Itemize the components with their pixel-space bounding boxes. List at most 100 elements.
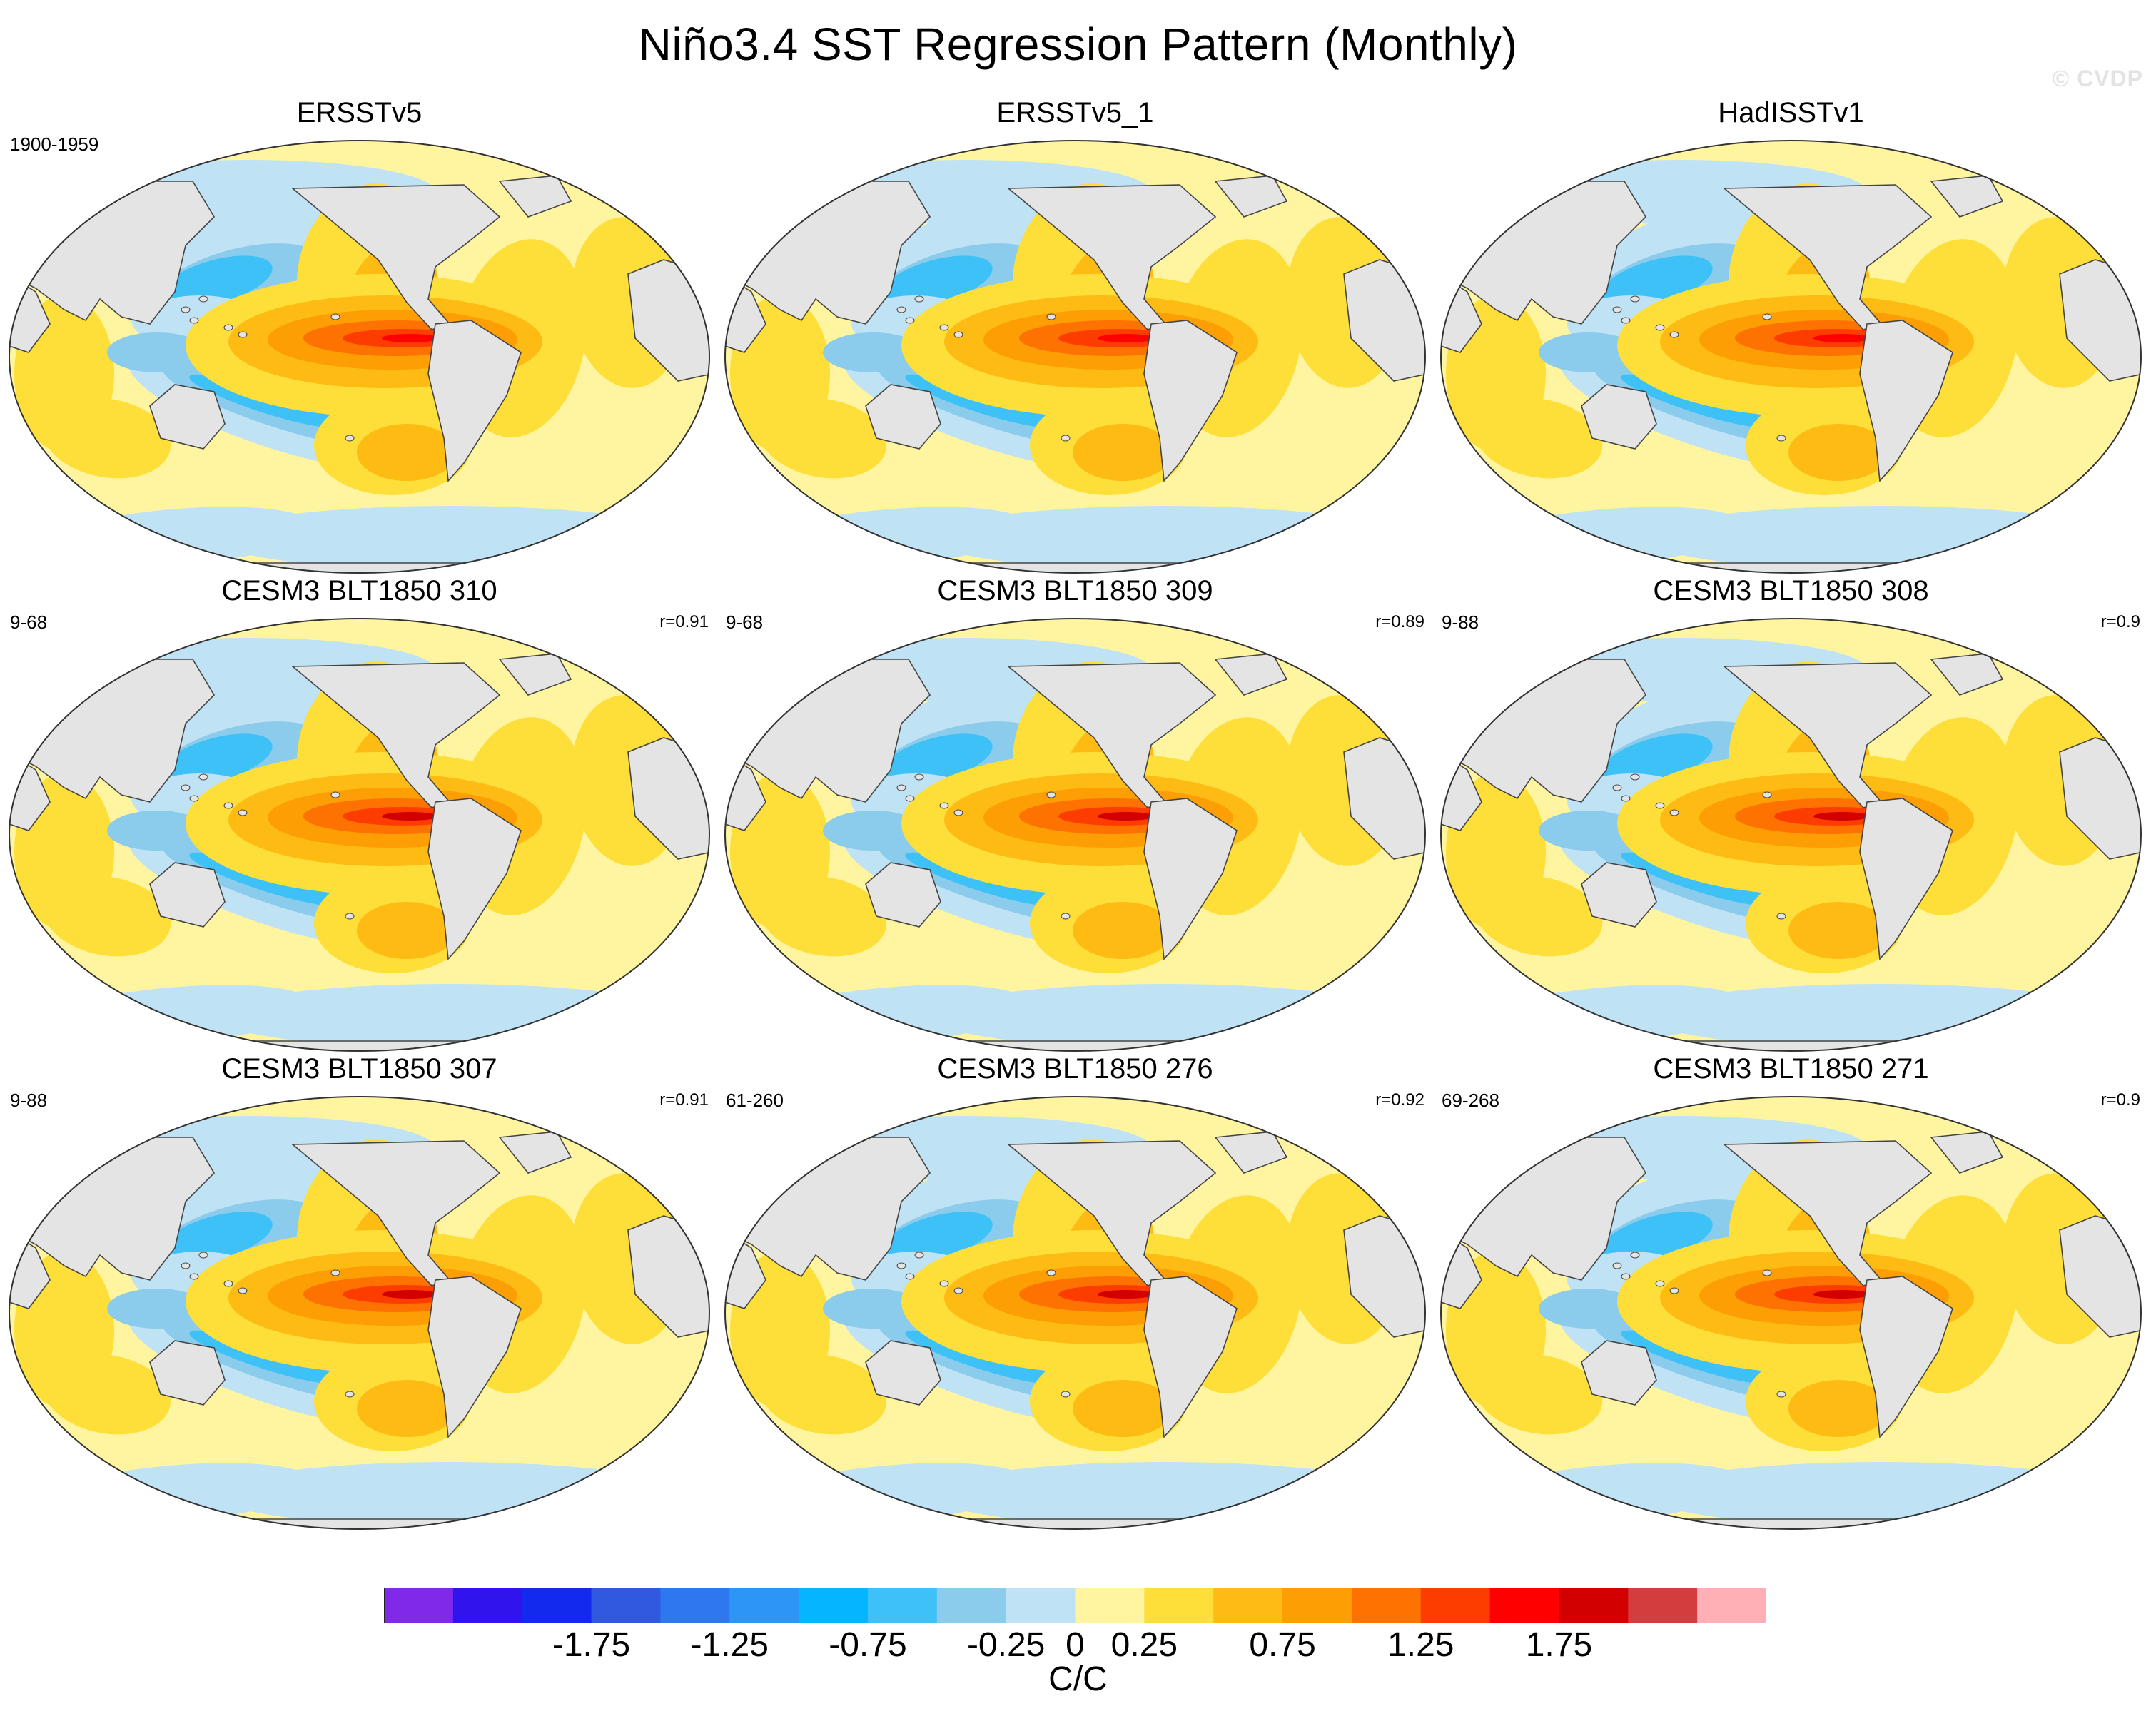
island bbox=[1655, 1280, 1665, 1287]
africa-east-land bbox=[1343, 1215, 1425, 1338]
africa-east-land bbox=[1343, 259, 1425, 382]
maritime-cold bbox=[107, 811, 207, 851]
colorbar-swatch bbox=[1420, 1588, 1491, 1623]
north-america-land bbox=[1006, 662, 1217, 808]
robinson-map bbox=[9, 618, 710, 1052]
south-america-land bbox=[1143, 798, 1238, 960]
island bbox=[345, 435, 355, 442]
panel-title: CESM3 BLT1850 310 bbox=[221, 575, 497, 606]
colorbar-labels: -1.75 -1.25 -0.75 -0.25 0 0.25 0.75 1.25 1.75 bbox=[0, 1625, 2156, 1668]
colorbar-frame bbox=[384, 1588, 1766, 1623]
colorbar bbox=[384, 1588, 1766, 1623]
island bbox=[1762, 313, 1772, 320]
island bbox=[345, 1391, 355, 1398]
south-pacific-warm-core bbox=[1073, 902, 1173, 959]
island bbox=[238, 1287, 248, 1294]
cvdp-watermark: © CVDP bbox=[2052, 66, 2143, 91]
robinson-map bbox=[1440, 618, 2142, 1052]
nino-core bbox=[1813, 1290, 1871, 1299]
south-pacific-warm-core bbox=[357, 424, 457, 481]
maritime-cold bbox=[823, 1289, 923, 1329]
australia-land bbox=[865, 862, 941, 928]
australia-land bbox=[149, 384, 226, 450]
island bbox=[953, 809, 963, 816]
island bbox=[914, 295, 924, 303]
map-panel: CESM3 BLT1850 307 9-88 r=0.91 bbox=[0, 1043, 719, 1535]
north-pacific-cold-core bbox=[161, 255, 273, 307]
greenland-land bbox=[1930, 175, 2004, 218]
island bbox=[238, 331, 248, 338]
colorbar-swatch bbox=[799, 1588, 869, 1623]
island bbox=[896, 784, 906, 791]
greenland-land bbox=[498, 1131, 572, 1174]
colorbar-tick-label: 0 bbox=[1066, 1626, 1085, 1664]
panel-title: HadISSTv1 bbox=[1718, 97, 1864, 128]
pattern-correlation: r=0.91 bbox=[659, 1090, 709, 1110]
island bbox=[939, 802, 949, 809]
nino-core bbox=[1098, 1290, 1155, 1299]
colorbar-swatch bbox=[729, 1588, 799, 1623]
sst-field bbox=[9, 1097, 709, 1529]
north-america-land bbox=[1006, 1140, 1217, 1286]
island bbox=[1630, 773, 1640, 781]
colorbar-swatch bbox=[936, 1588, 1007, 1623]
globe-outline bbox=[1440, 140, 2142, 574]
island bbox=[1776, 435, 1786, 442]
australia-land bbox=[1581, 862, 1657, 928]
island bbox=[189, 317, 199, 324]
maritime-cold bbox=[823, 332, 923, 372]
nino-core bbox=[1098, 812, 1155, 821]
sst-field bbox=[1441, 619, 2141, 1051]
panel-title: CESM3 BLT1850 276 bbox=[937, 1053, 1213, 1085]
map-panel: CESM3 BLT1850 309 9-68 r=0.89 bbox=[716, 565, 1434, 1057]
panel-period: 9-88 bbox=[10, 1090, 48, 1111]
colorbar-tick-label: 0.75 bbox=[1249, 1626, 1316, 1664]
indian-south-warm bbox=[43, 875, 171, 957]
island bbox=[1669, 1287, 1679, 1294]
greenland-land bbox=[1214, 175, 1288, 218]
island bbox=[189, 1273, 199, 1280]
island bbox=[1046, 1269, 1056, 1276]
indian-south-warm bbox=[759, 397, 887, 479]
maritime-cold bbox=[1539, 332, 1639, 372]
map-panel: HadISSTv1 bbox=[1432, 87, 2150, 579]
island bbox=[1621, 795, 1631, 802]
globe-outline bbox=[724, 140, 1426, 574]
island bbox=[1061, 435, 1071, 442]
north-america-land bbox=[290, 1140, 501, 1286]
island bbox=[1776, 1391, 1786, 1398]
south-pacific-warm-core bbox=[1073, 424, 1173, 481]
panel-period: 9-68 bbox=[726, 611, 764, 633]
colorbar-tick-label: -0.75 bbox=[829, 1626, 907, 1664]
sst-field bbox=[725, 619, 1425, 1051]
island bbox=[1762, 791, 1772, 798]
pattern-correlation: r=0.91 bbox=[659, 612, 709, 631]
pattern-correlation: r=0.9 bbox=[2100, 612, 2140, 631]
island bbox=[914, 773, 924, 781]
sst-field bbox=[1441, 1097, 2141, 1529]
island bbox=[1046, 791, 1056, 798]
island bbox=[198, 295, 208, 303]
island bbox=[1061, 913, 1071, 920]
panel-period: 61-260 bbox=[726, 1090, 784, 1111]
island bbox=[1669, 331, 1679, 338]
sst-field bbox=[1441, 141, 2141, 573]
south-pacific-warm-core bbox=[1788, 902, 1888, 959]
south-america-land bbox=[1859, 1276, 1953, 1438]
colorbar-swatch bbox=[452, 1588, 523, 1623]
globe-outline bbox=[9, 140, 710, 574]
map-panel: CESM3 BLT1850 276 61-260 r=0.92 bbox=[716, 1043, 1434, 1535]
island bbox=[330, 791, 340, 798]
indian-south-warm bbox=[1474, 397, 1603, 479]
globe-outline bbox=[1440, 1096, 2142, 1530]
south-pacific-warm-core bbox=[357, 1380, 457, 1437]
africa-east-land bbox=[2059, 259, 2141, 382]
island bbox=[1061, 1391, 1071, 1398]
globe-outline bbox=[724, 1096, 1426, 1530]
island bbox=[914, 1252, 924, 1259]
south-america-land bbox=[427, 798, 522, 960]
colorbar-tick-label: -1.25 bbox=[690, 1626, 769, 1664]
south-pacific-warm-core bbox=[1788, 1380, 1888, 1437]
indian-south-warm bbox=[1474, 875, 1603, 957]
indian-south-warm bbox=[759, 1354, 887, 1435]
